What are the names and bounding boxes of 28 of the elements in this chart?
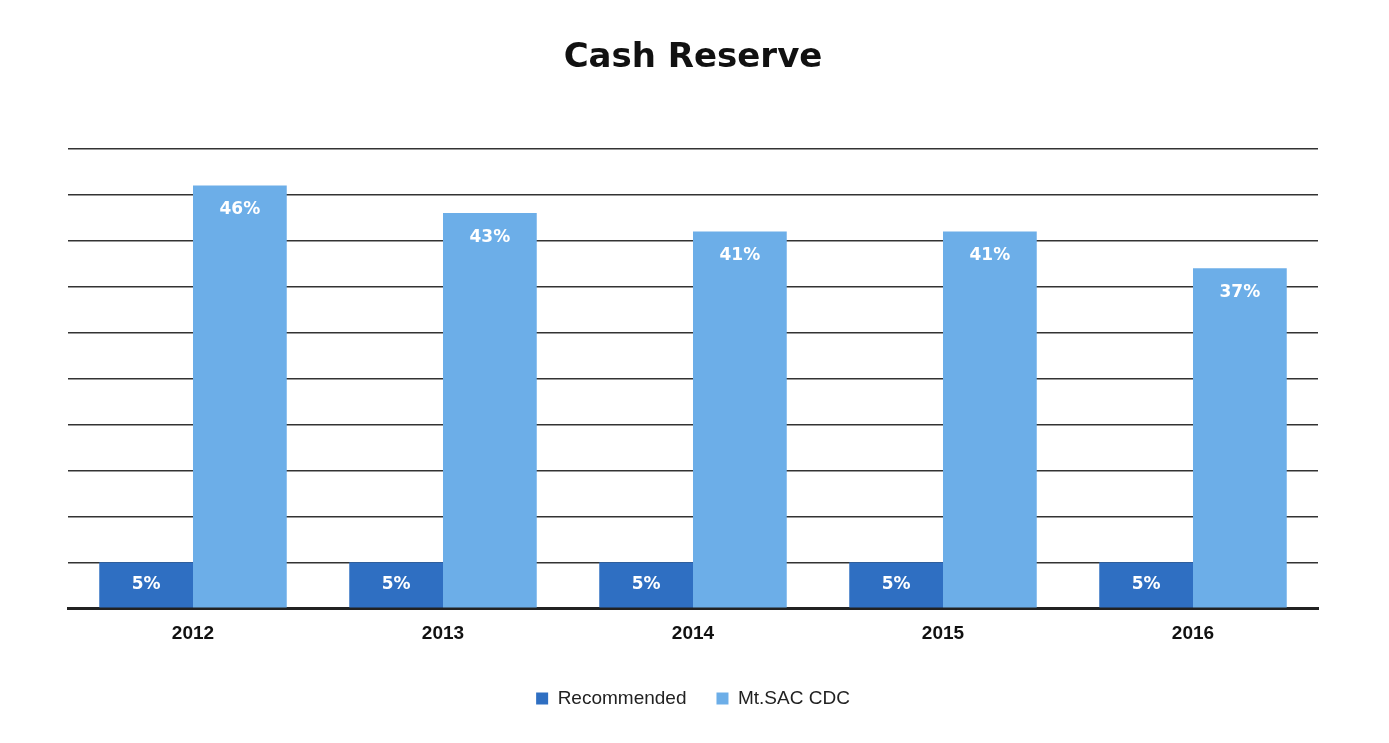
legend-label: Mt.SAC CDC (737, 686, 850, 708)
bar (693, 231, 787, 608)
bar (99, 562, 193, 608)
legend-label: Recommended (557, 686, 687, 708)
data-label: 5% (1131, 573, 1161, 594)
data-label: 5% (881, 573, 911, 594)
data-label: 41% (719, 243, 761, 264)
bar (443, 213, 537, 608)
x-tick-label: 2014 (671, 621, 715, 643)
bar (349, 562, 443, 608)
bar (849, 562, 943, 608)
x-tick-label: 2013 (421, 621, 465, 643)
x-tick-label: 2016 (1171, 621, 1215, 643)
bar (1193, 268, 1287, 608)
data-label: 43% (469, 225, 511, 246)
data-label: 41% (969, 243, 1011, 264)
bar (1099, 562, 1193, 608)
data-label: 5% (381, 573, 411, 594)
x-tick-label: 2012 (171, 621, 215, 643)
bar (193, 185, 287, 608)
data-label: 5% (631, 573, 661, 594)
data-label: 46% (219, 197, 261, 218)
data-label: 5% (131, 573, 161, 594)
x-tick-label: 2015 (921, 621, 965, 643)
bar (599, 562, 693, 608)
bar (943, 231, 1037, 608)
data-label: 37% (1219, 280, 1261, 301)
chart-title: Cash Reserve (563, 35, 823, 76)
